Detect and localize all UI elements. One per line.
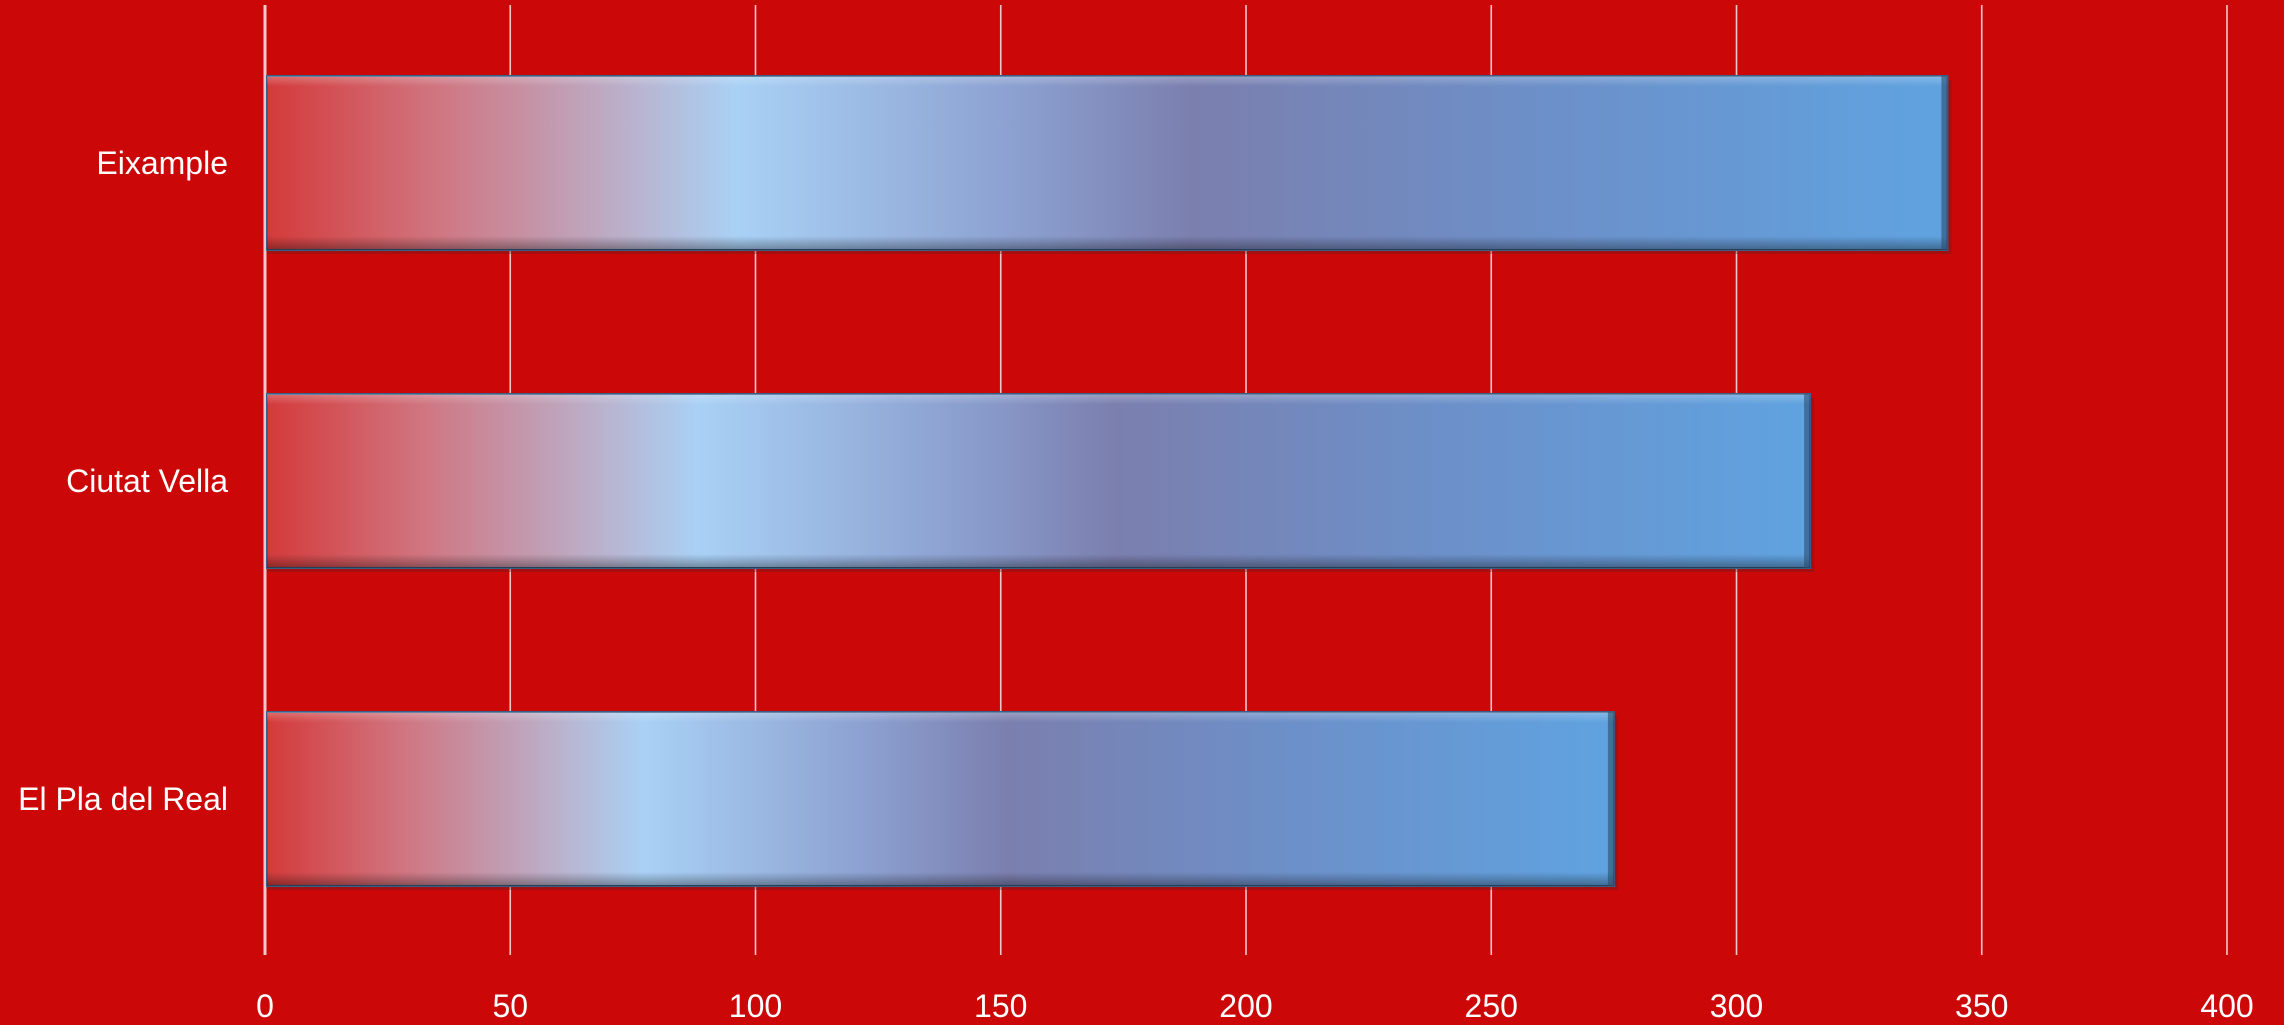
bar-edge — [1804, 394, 1811, 568]
bars — [266, 75, 1952, 890]
x-tick-label: 0 — [256, 988, 274, 1024]
category-labels: Eixample Ciutat Vella El Pla del Real — [18, 145, 228, 817]
x-axis-ticks: 0 50 100 150 200 250 300 350 400 — [256, 988, 2254, 1024]
x-tick-label: 250 — [1465, 988, 1518, 1024]
x-tick-label: 300 — [1710, 988, 1763, 1024]
x-tick-label: 100 — [729, 988, 782, 1024]
x-tick-label: 50 — [492, 988, 528, 1024]
category-label: Eixample — [96, 145, 228, 181]
bar-bevel — [267, 712, 1614, 886]
category-label: Ciutat Vella — [66, 463, 228, 499]
category-label: El Pla del Real — [18, 781, 228, 817]
bar — [266, 711, 1618, 890]
bar-edge — [1607, 712, 1614, 886]
bar — [266, 75, 1952, 254]
x-tick-label: 400 — [2200, 988, 2253, 1024]
x-tick-label: 350 — [1955, 988, 2008, 1024]
bar-bevel — [267, 76, 1948, 250]
x-tick-label: 200 — [1219, 988, 1272, 1024]
bar — [266, 393, 1815, 572]
bar-edge — [1941, 76, 1948, 250]
x-tick-label: 150 — [974, 988, 1027, 1024]
bar-bevel — [267, 394, 1811, 568]
